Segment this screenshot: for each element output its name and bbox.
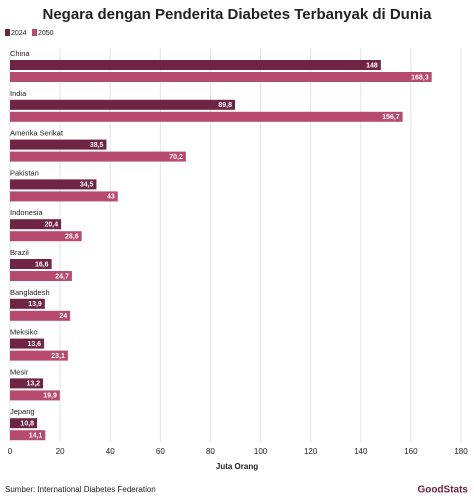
x-tick-label: 100: [254, 447, 268, 456]
bar: [10, 390, 60, 401]
legend-label: 2050: [38, 30, 54, 37]
value-label: 16,6: [35, 261, 49, 268]
x-tick-label: 160: [404, 447, 418, 456]
bar: [10, 111, 403, 122]
value-label: 28,6: [65, 234, 79, 241]
x-axis-label: Juta Orang: [216, 462, 258, 471]
bar: [10, 151, 186, 162]
legend-label: 2024: [11, 30, 27, 37]
source: Sumber: International Diabetes Federatio…: [5, 485, 156, 494]
x-tick-label: 0: [8, 447, 13, 456]
x-tick-label: 40: [106, 447, 115, 456]
y-tick-label: Bangladesh: [10, 288, 50, 297]
value-label: 19,9: [43, 393, 57, 400]
value-label: 70,2: [169, 154, 183, 161]
value-label: 168,3: [411, 74, 429, 81]
bar: [10, 310, 71, 321]
x-tick-label: 120: [304, 447, 318, 456]
y-tick-label: China: [10, 49, 30, 58]
bar: [10, 60, 381, 70]
value-label: 13,2: [26, 381, 40, 388]
bar: [10, 378, 44, 389]
brand-logo: GoodStats: [417, 485, 468, 496]
y-tick-label: Amerika Serikat: [10, 129, 64, 138]
value-label: 23,1: [51, 353, 65, 360]
value-label: 20,4: [44, 222, 58, 229]
x-tick-label: 60: [156, 447, 165, 456]
x-tick-label: 140: [354, 447, 368, 456]
y-tick-label: India: [10, 89, 27, 98]
x-tick-label: 80: [206, 447, 215, 456]
value-label: 24,7: [55, 273, 69, 280]
bar: [10, 99, 235, 110]
value-label: 43: [107, 194, 115, 201]
bar: [10, 231, 82, 242]
bar: [10, 430, 46, 441]
bar: [10, 338, 45, 349]
x-tick-label: 20: [56, 447, 65, 456]
y-tick-label: Meksiko: [10, 328, 38, 337]
y-tick-label: Indonesia: [10, 208, 43, 217]
value-label: 13,6: [27, 341, 41, 348]
chart-title: Negara dengan Penderita Diabetes Terbany…: [42, 6, 432, 23]
legend-swatch: [5, 29, 10, 36]
y-tick-label: Brazil: [10, 248, 29, 257]
y-tick-label: Jepang: [10, 407, 35, 416]
bar: [10, 179, 97, 190]
value-label: 10,8: [20, 421, 34, 428]
y-tick-label: Mesir: [10, 367, 29, 376]
value-label: 14,1: [29, 433, 43, 440]
bar: [10, 72, 432, 82]
bar: [10, 259, 52, 269]
value-label: 148: [366, 62, 378, 69]
value-label: 24: [59, 313, 67, 320]
value-label: 156,7: [382, 114, 400, 121]
bar: [10, 191, 118, 202]
bar: [10, 219, 62, 230]
bar: [10, 271, 72, 281]
y-tick-label: Pakistan: [10, 168, 39, 177]
legend-swatch: [32, 29, 37, 36]
value-label: 89,8: [218, 102, 232, 109]
bar: [10, 350, 68, 361]
bar: [10, 139, 107, 150]
bar: [10, 418, 38, 429]
bar: [10, 298, 45, 309]
x-tick-label: 180: [454, 447, 468, 456]
value-label: 38,5: [90, 142, 104, 149]
value-label: 34,5: [80, 182, 94, 189]
value-label: 13,9: [28, 301, 42, 308]
